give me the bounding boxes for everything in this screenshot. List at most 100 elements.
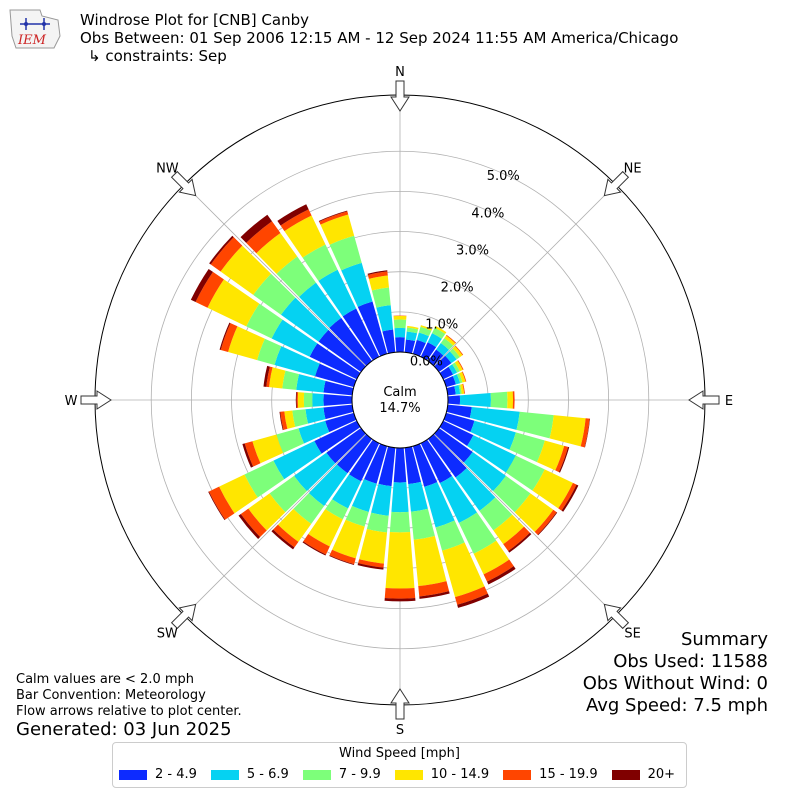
windrose-bar-segment [336, 434, 373, 474]
windrose-bar-segment [405, 331, 418, 342]
windrose-bar-segment [463, 452, 506, 492]
windrose-bar-segment [460, 383, 465, 394]
windrose-bar-segment [445, 351, 457, 364]
windrose-bar-segment [456, 373, 463, 384]
windrose-bar-segment [419, 591, 450, 599]
compass-label: NE [624, 161, 642, 176]
windrose-bar-segment [418, 581, 450, 597]
windrose-bar-segment [376, 305, 394, 332]
windrose-bar-segment [277, 204, 309, 226]
windrose-bar-segment [210, 237, 243, 272]
windrose-bar-segment [253, 273, 296, 315]
windrose-bar-segment [493, 475, 531, 513]
windrose-bar-segment [371, 483, 392, 516]
windrose-bar-segment [507, 391, 514, 409]
windrose-bar-segment [279, 411, 284, 431]
flow-arrow-icon [688, 390, 720, 410]
windrose-bar-segment [329, 555, 355, 565]
legend-label: 15 - 19.9 [539, 767, 598, 782]
windrose-bar-segment [280, 411, 288, 430]
windrose-bar-segment [367, 270, 388, 275]
windrose-bar-segment [325, 412, 357, 433]
logo-text: IEM [17, 33, 47, 48]
generated-date: Generated: 03 Jun 2025 [16, 719, 232, 740]
windrose-bar-segment [537, 512, 558, 536]
chart-title: Windrose Plot for [CNB] Canby [80, 11, 309, 29]
windrose-bar-segment [561, 484, 579, 512]
windrose-bar-segment [446, 404, 472, 418]
legend-swatch [302, 769, 331, 780]
windrose-bar-segment [470, 420, 516, 450]
windrose-bar-segment [385, 531, 415, 589]
windrose-bar-segment [440, 338, 454, 350]
radial-tick-label: 0.0% [410, 355, 443, 370]
chart-constraints: ↳ constraints: Sep [88, 47, 227, 65]
windrose-bar-segment [240, 508, 267, 537]
legend-item: 10 - 14.9 [394, 767, 489, 782]
windrose-bar-segment [329, 317, 373, 366]
windrose-bar-segment [208, 486, 235, 520]
windrose-bar-segment [413, 535, 447, 587]
legend-label: 5 - 6.9 [246, 767, 289, 782]
windrose-bar-segment [434, 355, 452, 373]
windrose-bar-segment [454, 384, 461, 395]
windrose-bar-segment [459, 393, 491, 407]
windrose-bar-segment [427, 333, 442, 348]
windrose-bar-segment [384, 587, 416, 599]
windrose-bar-segment [420, 342, 437, 361]
windrose-bar-segment [449, 348, 460, 360]
windrose-bar-segment [195, 271, 224, 308]
windrose-bar-segment [434, 325, 447, 334]
calm-label: Calm [383, 385, 416, 400]
windrose-bar-segment [371, 287, 391, 308]
windrose-bar-segment [555, 445, 569, 473]
windrose-bar-segment [412, 443, 438, 487]
windrose-bar-segment [246, 303, 283, 339]
radial-tick-labels: 0.0% 1.0% 2.0% 3.0% 4.0% 5.0% [410, 169, 520, 369]
windrose-bar-segment [302, 541, 326, 556]
radial-tick-label: 3.0% [456, 243, 489, 258]
windrose-bar-segment [345, 505, 369, 527]
windrose-bar-segment [294, 452, 336, 492]
flow-arrow-icon [170, 170, 197, 197]
windrose-bar-segment [558, 482, 577, 511]
windrose-bar-segment [503, 526, 530, 552]
iem-logo: IEM [9, 9, 61, 49]
windrose-bar-segment [246, 221, 281, 254]
windrose-bar-segment [274, 346, 320, 377]
windrose-bar-segment [342, 308, 380, 361]
windrose-bar-segment [382, 329, 396, 354]
windrose-bar-segment [292, 409, 309, 427]
windrose-bar-segment [269, 475, 307, 513]
summary-title: Summary [681, 629, 768, 650]
legend-label: 2 - 4.9 [155, 767, 197, 782]
windrose-bar-segment [332, 474, 362, 509]
windrose-bar-segment [436, 343, 450, 356]
windrose-bar-segment [412, 339, 426, 357]
windrose-bar-segment [442, 542, 485, 598]
flow-arrow-icon [390, 688, 410, 720]
windrose-bar-segment [351, 479, 377, 512]
windrose-bar-segment [240, 214, 273, 243]
windrose-bar-segment [479, 497, 513, 531]
compass-label: N [395, 65, 405, 80]
compass-label: E [725, 394, 733, 409]
windrose-bar-segment [220, 323, 238, 352]
legend-item: 5 - 6.9 [210, 767, 289, 782]
windrose-bar-segment [493, 514, 525, 545]
windrose-bar-segment [256, 232, 298, 274]
flow-arrow-icon [390, 80, 410, 112]
windrose-bar-segment [435, 520, 465, 551]
windrose-bar-segment [263, 365, 270, 387]
windrose-bar-segment [309, 343, 361, 380]
windrose-bar-segment [427, 434, 467, 478]
windrose-bar-segment [359, 528, 388, 564]
windrose-bar-segment [266, 366, 273, 388]
windrose-bar-segment [357, 563, 384, 570]
windrose-bar-segment [248, 493, 286, 531]
windrose-bar-segment [393, 319, 407, 329]
legend-item: 2 - 4.9 [119, 767, 197, 782]
windrose-bar-segment [439, 366, 454, 380]
bar-convention-note: Bar Convention: Meteorology [16, 688, 206, 703]
legend-label: 7 - 9.9 [338, 767, 381, 782]
